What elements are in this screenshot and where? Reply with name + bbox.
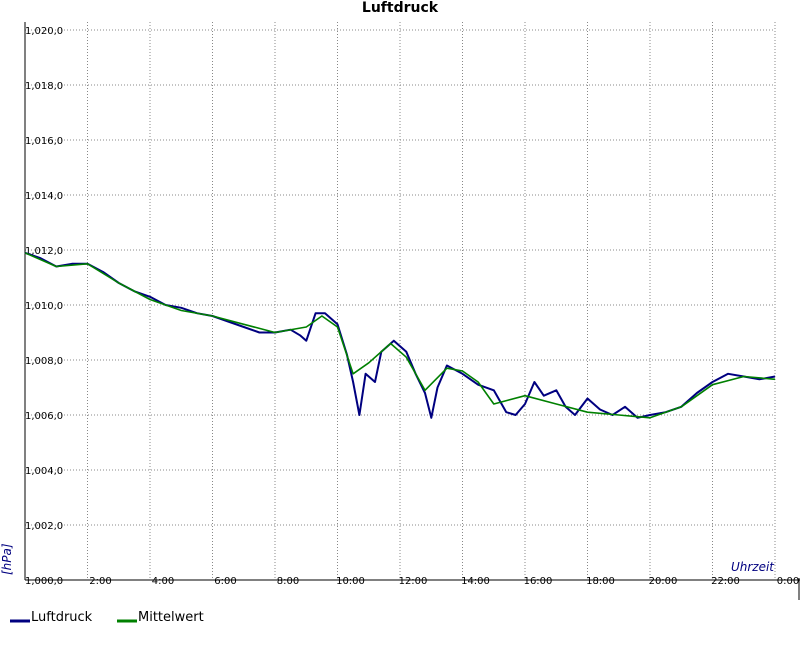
x-tick-label: 18:00 — [586, 576, 615, 587]
x-tick-label: 6:00 — [214, 576, 236, 587]
y-tick-label: 1,006,0 — [25, 411, 63, 422]
y-tick-label: 1,018,0 — [25, 81, 63, 92]
y-tick-label: 1,002,0 — [25, 521, 63, 532]
x-tick-label: 14:00 — [461, 576, 490, 587]
x-tick-label: 22:00 — [711, 576, 740, 587]
y-tick-label: 1,010,0 — [25, 301, 63, 312]
legend-label: Mittelwert — [138, 610, 204, 625]
x-axis-label: Uhrzeit — [731, 560, 775, 574]
x-tick-label: 8:00 — [277, 576, 299, 587]
y-tick-label: 1,020,0 — [25, 26, 63, 37]
legend-label: Luftdruck — [31, 610, 93, 625]
chart-title: Luftdruck — [362, 0, 439, 16]
x-tick-label: 0:00 — [777, 576, 799, 587]
y-axis-label: [hPa] — [0, 543, 14, 575]
y-tick-label: 1,004,0 — [25, 466, 63, 477]
data-line — [24, 252, 776, 419]
x-tick-label: 20:00 — [649, 576, 678, 587]
x-tick-label: 2:00 — [89, 576, 111, 587]
x-tick-label: 16:00 — [524, 576, 553, 587]
x-tick-label: 4:00 — [152, 576, 174, 587]
y-tick-label: 1,000,0 — [25, 576, 63, 587]
data-line — [24, 251, 776, 419]
y-tick-label: 1,016,0 — [25, 136, 63, 147]
y-tick-label: 1,014,0 — [25, 191, 63, 202]
x-tick-label: 12:00 — [399, 576, 428, 587]
y-tick-label: 1,012,0 — [25, 246, 63, 257]
x-tick-label: 10:00 — [336, 576, 365, 587]
y-tick-label: 1,008,0 — [25, 356, 63, 367]
